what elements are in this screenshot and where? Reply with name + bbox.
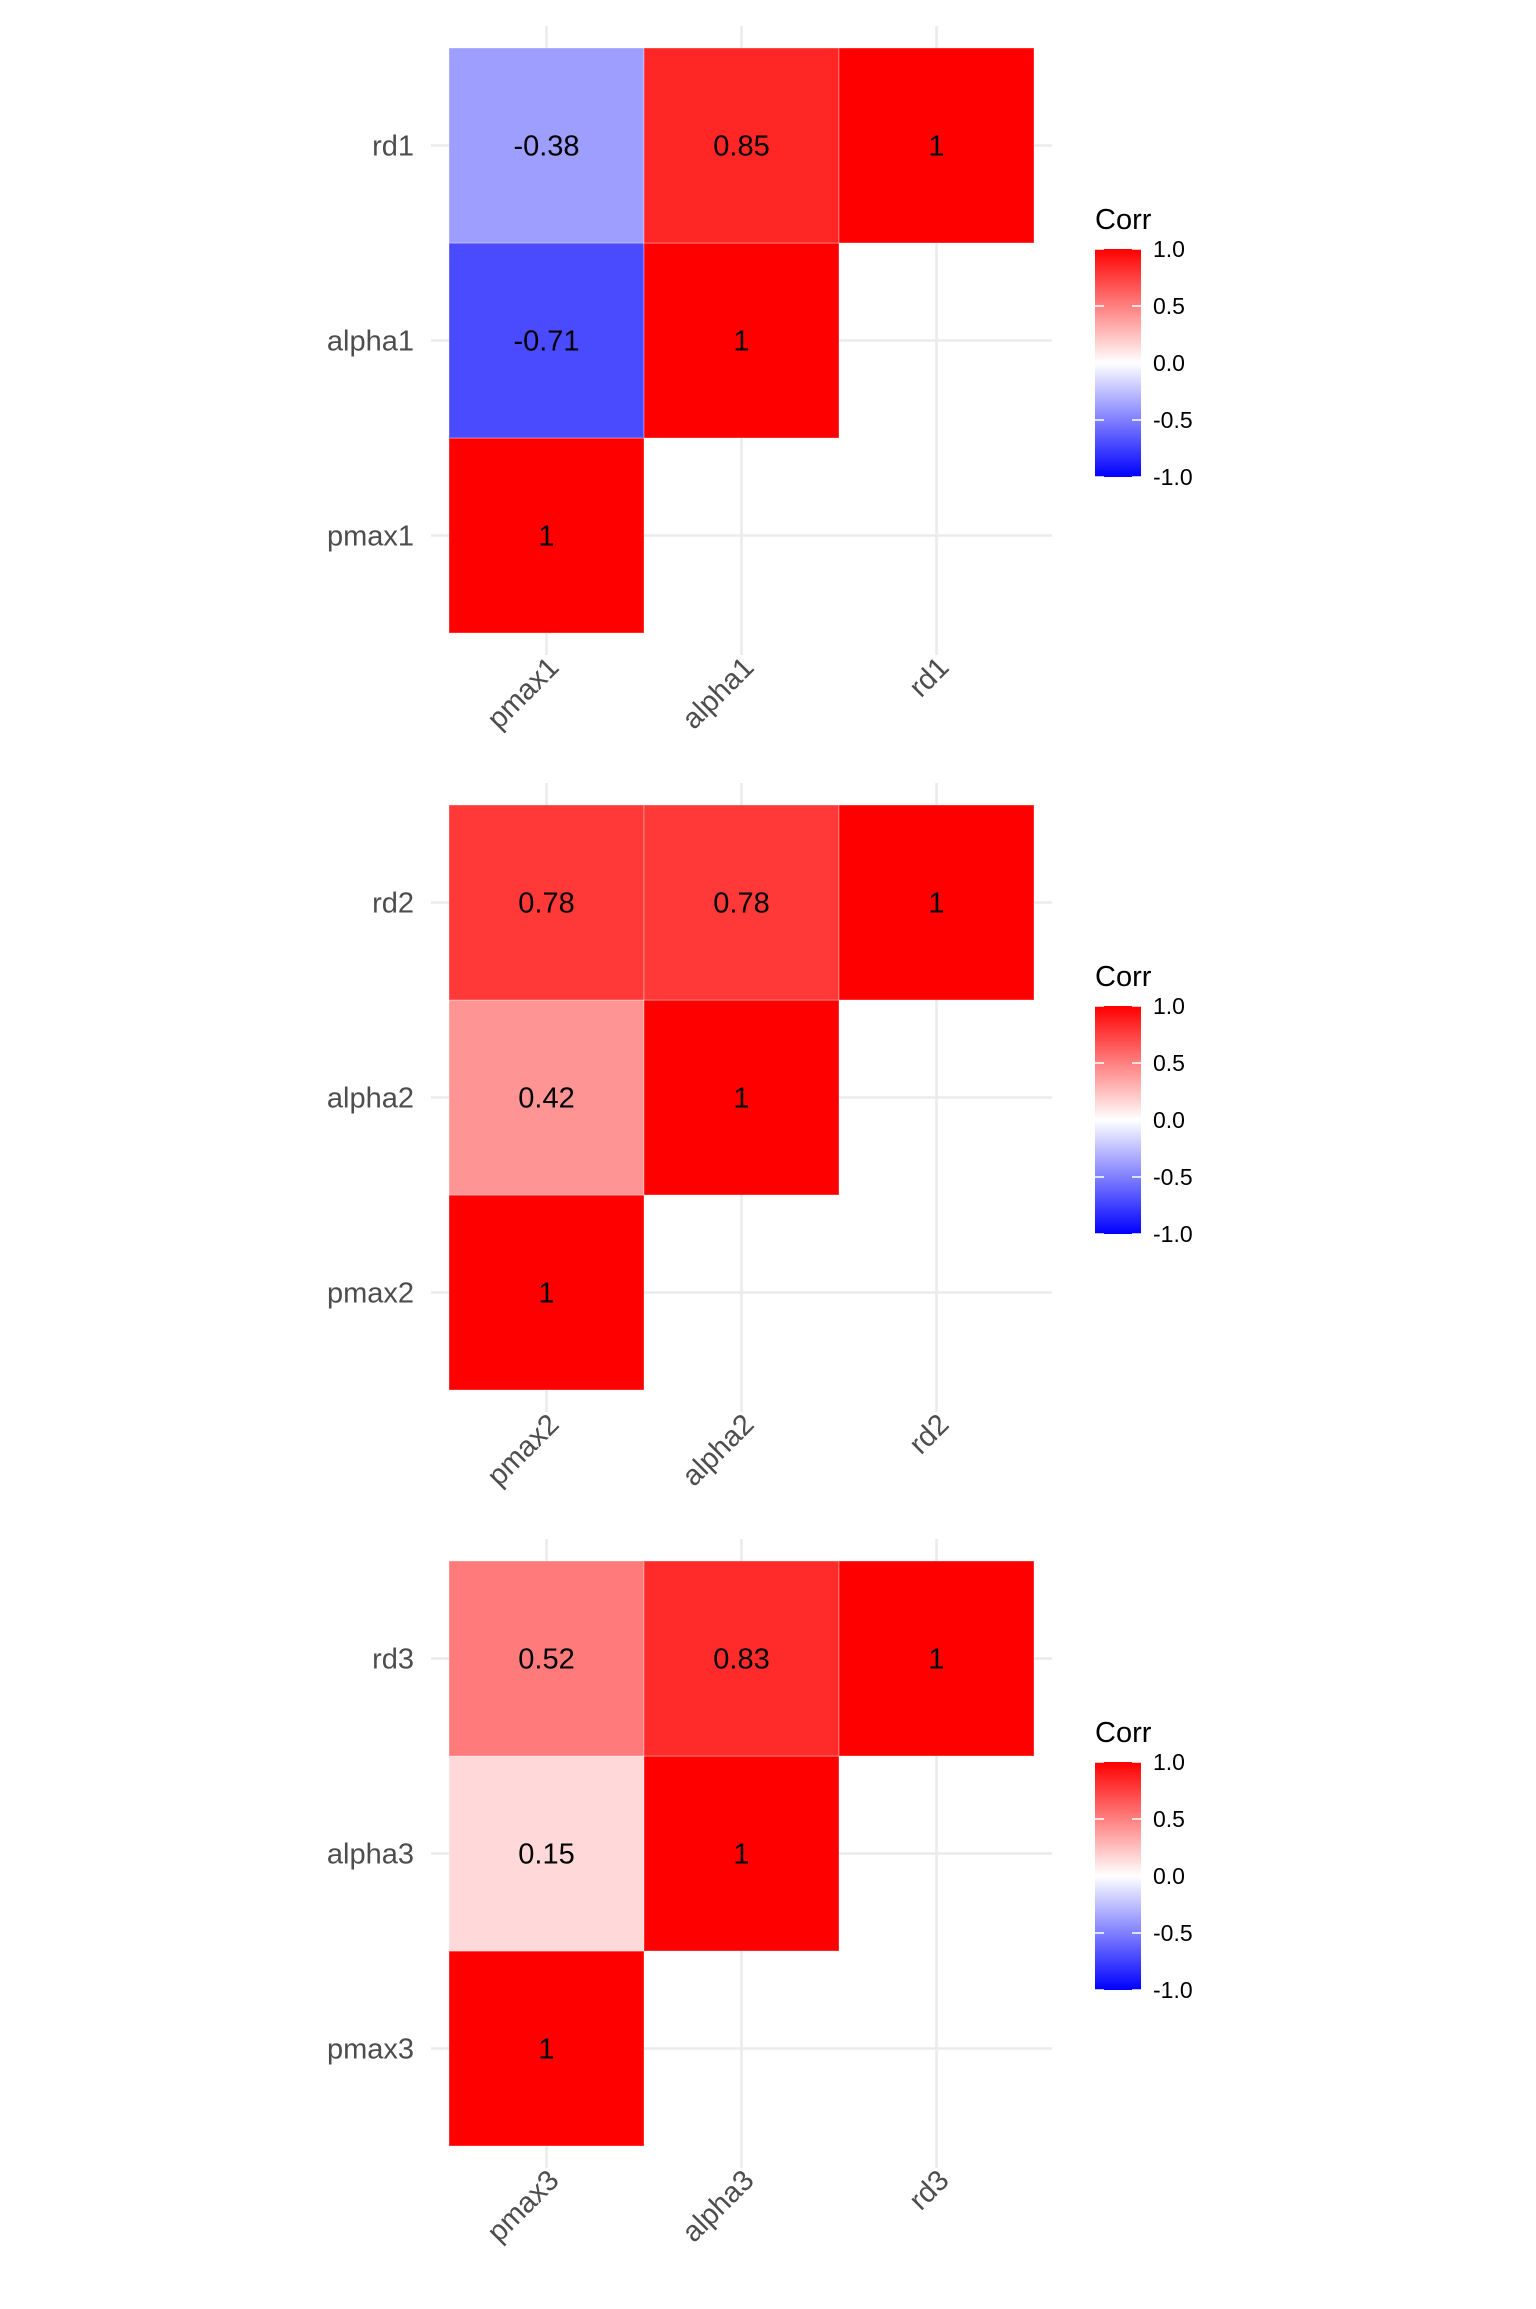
y-tick-label: rd2: [372, 888, 414, 920]
heatmap-cell-pmax3-alpha3: [448, 1755, 645, 1952]
y-tick-label: alpha1: [327, 326, 414, 358]
heatmap-cell-pmax2-alpha2: [448, 999, 645, 1196]
legend-tick-label: -1.0: [1153, 464, 1193, 490]
cell-label-pmax3-alpha3: 0.15: [518, 1839, 574, 1871]
heatmap-cell-rd2-rd2: [838, 804, 1035, 1001]
cell-label-alpha2-rd2: 0.78: [713, 888, 769, 920]
legend-tick-label: 0.5: [1153, 1050, 1185, 1076]
heatmap-cell-rd3-rd3: [838, 1560, 1035, 1757]
x-tick-label: rd2: [903, 1408, 955, 1460]
legend-tick-label: 1.0: [1153, 993, 1185, 1019]
heatmap-cell-alpha3-rd3: [643, 1560, 840, 1757]
y-tick-label: rd1: [372, 131, 414, 163]
cell-label-alpha1-alpha1: 1: [733, 326, 749, 358]
cell-label-alpha1-rd1: 0.85: [713, 131, 769, 163]
cell-label-pmax1-rd1: -0.38: [513, 131, 579, 163]
legend-tick-label: -0.5: [1153, 407, 1193, 433]
cell-label-pmax2-pmax2: 1: [538, 1278, 554, 1310]
legend-tick-label: 0.5: [1153, 1806, 1185, 1832]
heatmap-cell-pmax2-rd2: [448, 804, 645, 1001]
heatmap-cell-pmax3-pmax3: [448, 1950, 645, 2147]
x-tick-label: rd1: [903, 651, 955, 703]
x-tick-label: rd3: [903, 2164, 955, 2216]
heatmap-panel-1: 1 -0.71 -0.38 1 0.85 1 pmax1 alpha1 rd1 pmax1 alph…: [327, 26, 1193, 736]
x-tick-label: alpha3: [676, 2164, 760, 2248]
cell-label-alpha3-rd3: 0.83: [713, 1644, 769, 1676]
legend-tick-label: 0.0: [1153, 1107, 1185, 1133]
y-tick-label: rd3: [372, 1644, 414, 1676]
legend-tick-label: -0.5: [1153, 1920, 1193, 1946]
cell-label-pmax3-rd3: 0.52: [518, 1644, 574, 1676]
y-tick-label: pmax2: [327, 1278, 414, 1310]
y-tick-label: pmax3: [327, 2034, 414, 2066]
x-tick-label: alpha1: [676, 651, 760, 735]
cell-label-rd2-rd2: 1: [928, 888, 944, 920]
legend-tick-label: -1.0: [1153, 1977, 1193, 2003]
x-tick-label: pmax1: [481, 651, 565, 735]
legend-tick-label: -0.5: [1153, 1164, 1193, 1190]
legend-tick-label: 0.5: [1153, 293, 1185, 319]
cell-label-pmax2-rd2: 0.78: [518, 888, 574, 920]
cell-label-alpha2-alpha2: 1: [733, 1083, 749, 1115]
cell-label-rd3-rd3: 1: [928, 1644, 944, 1676]
x-tick-label: pmax2: [481, 1408, 565, 1492]
heatmap-cell-alpha1-rd1: [643, 47, 840, 244]
heatmap-cell-alpha2-alpha2: [643, 999, 840, 1196]
cell-label-pmax1-pmax1: 1: [538, 521, 554, 553]
heatmap-panel-2: 1 0.42 0.78 1 0.78 1 pmax2 alpha2 rd2 pmax2 alpha2…: [327, 783, 1193, 1493]
cell-label-pmax2-alpha2: 0.42: [518, 1083, 574, 1115]
heatmap-cell-pmax3-rd3: [448, 1560, 645, 1757]
cell-label-alpha3-alpha3: 1: [733, 1839, 749, 1871]
y-tick-label: pmax1: [327, 521, 414, 553]
heatmap-cell-alpha3-alpha3: [643, 1755, 840, 1952]
heatmap-cell-rd1-rd1: [838, 47, 1035, 244]
heatmap-panel-3: 1 0.15 0.52 1 0.83 1 pmax3 alpha3 rd3 pmax3 alpha3…: [327, 1539, 1193, 2249]
legend-tick-label: 0.0: [1153, 350, 1185, 376]
heatmap-cell-pmax1-rd1: [448, 47, 645, 244]
cell-label-pmax1-alpha1: -0.71: [513, 326, 579, 358]
legend-title: Corr: [1095, 961, 1152, 993]
cell-label-rd1-rd1: 1: [928, 131, 944, 163]
x-tick-label: alpha2: [676, 1408, 760, 1492]
legend-title: Corr: [1095, 1717, 1152, 1749]
legend-tick-label: 1.0: [1153, 1749, 1185, 1775]
cell-label-pmax3-pmax3: 1: [538, 2034, 554, 2066]
legend-tick-label: 0.0: [1153, 1863, 1185, 1889]
heatmap-cell-pmax2-pmax2: [448, 1194, 645, 1391]
legend-tick-label: -1.0: [1153, 1221, 1193, 1247]
legend-title: Corr: [1095, 204, 1152, 236]
heatmap-cell-alpha2-rd2: [643, 804, 840, 1001]
y-tick-label: alpha2: [327, 1083, 414, 1115]
y-tick-label: alpha3: [327, 1839, 414, 1871]
legend-tick-label: 1.0: [1153, 236, 1185, 262]
heatmap-cell-pmax1-pmax1: [448, 437, 645, 634]
x-tick-label: pmax3: [481, 2164, 565, 2248]
